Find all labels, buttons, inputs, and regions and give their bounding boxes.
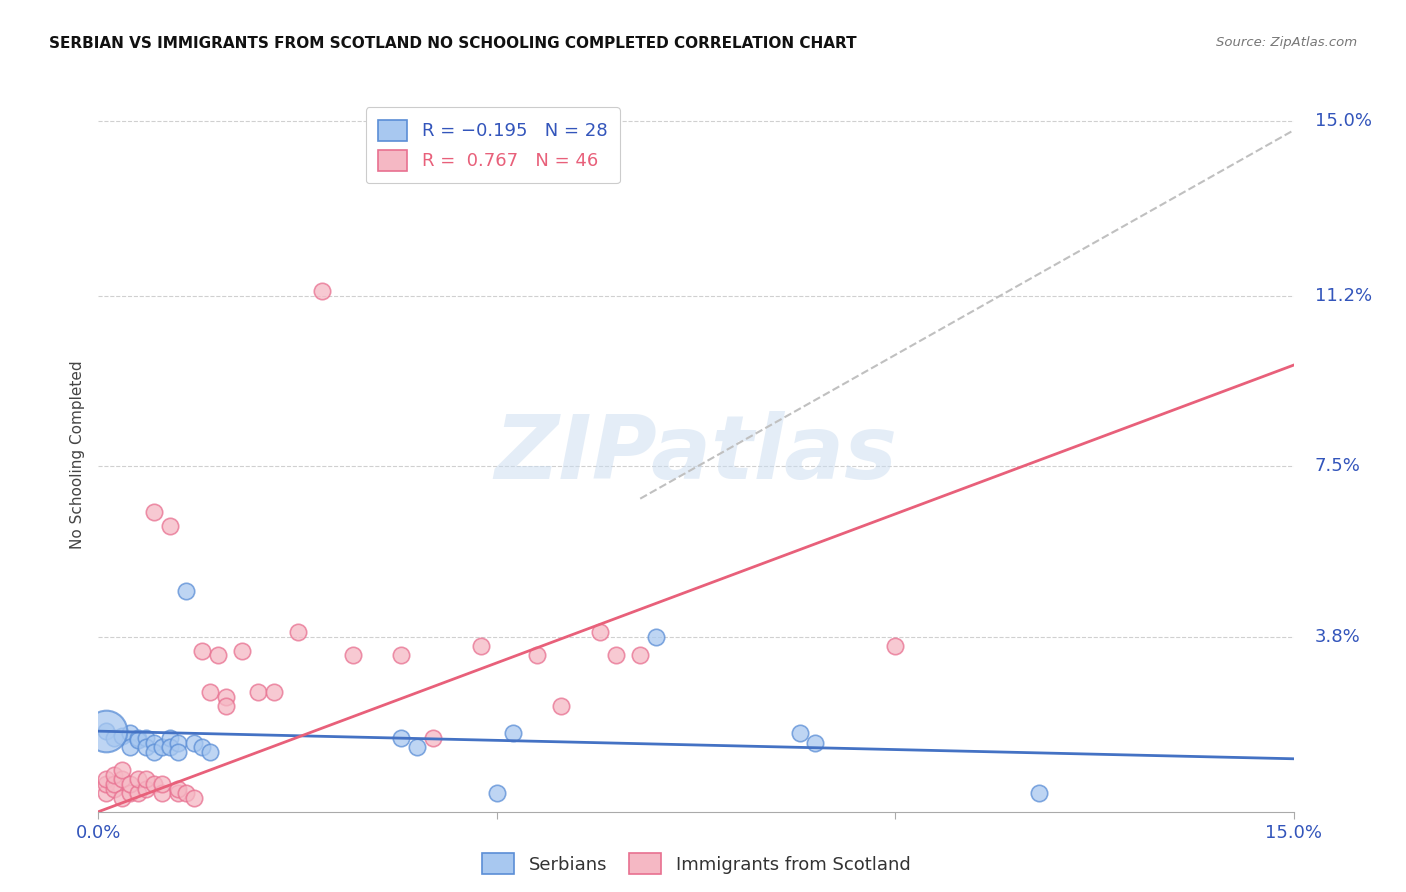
Point [111,764,134,778]
Point [287,625,309,640]
Point [167,736,190,750]
Text: 15.0%: 15.0% [1315,112,1372,130]
Point [150,786,173,800]
Point [485,786,508,800]
Text: Source: ZipAtlas.com: Source: ZipAtlas.com [1216,36,1357,49]
Point [191,740,214,755]
Point [159,740,181,755]
Point [215,698,238,713]
Point [167,786,190,800]
Point [191,643,214,657]
Legend: Serbians, Immigrants from Scotland: Serbians, Immigrants from Scotland [474,846,918,881]
Point [135,731,157,745]
Point [231,643,253,657]
Point [127,731,149,745]
Point [645,630,668,644]
Point [183,791,205,805]
Point [120,786,142,800]
Point [143,736,166,750]
Point [135,740,157,755]
Point [1028,786,1050,800]
Point [174,583,197,598]
Point [120,777,142,791]
Text: 11.2%: 11.2% [1315,287,1372,305]
Point [215,690,238,704]
Point [159,519,181,533]
Point [884,639,907,653]
Point [135,781,157,796]
Text: ZIPatlas: ZIPatlas [495,411,897,499]
Point [422,731,444,745]
Point [605,648,627,663]
Point [135,772,157,787]
Point [96,772,118,787]
Point [103,731,125,745]
Point [111,791,134,805]
Point [804,736,827,750]
Point [150,740,173,755]
Point [389,648,412,663]
Point [143,745,166,759]
Point [127,772,149,787]
Point [246,685,269,699]
Point [150,777,173,791]
Point [120,740,142,755]
Point [470,639,492,653]
Point [111,729,134,743]
Point [183,736,205,750]
Point [127,733,149,747]
Point [96,724,118,739]
Point [103,768,125,782]
Point [342,648,364,663]
Point [143,777,166,791]
Point [389,731,412,745]
Point [143,506,166,520]
Point [311,285,333,299]
Point [167,781,190,796]
Point [174,786,197,800]
Point [550,698,572,713]
Point [120,726,142,740]
Point [207,648,229,663]
Point [198,685,221,699]
Point [526,648,548,663]
Point [406,740,429,755]
Point [628,648,651,663]
Point [789,726,811,740]
Point [127,786,149,800]
Point [103,781,125,796]
Point [198,745,221,759]
Point [96,786,118,800]
Point [167,745,190,759]
Y-axis label: No Schooling Completed: No Schooling Completed [70,360,86,549]
Point [263,685,285,699]
Point [159,731,181,745]
Text: 7.5%: 7.5% [1315,458,1361,475]
Point [103,777,125,791]
Point [96,777,118,791]
Point [96,724,118,739]
Point [589,625,612,640]
Text: 3.8%: 3.8% [1315,628,1361,646]
Text: SERBIAN VS IMMIGRANTS FROM SCOTLAND NO SCHOOLING COMPLETED CORRELATION CHART: SERBIAN VS IMMIGRANTS FROM SCOTLAND NO S… [49,36,856,51]
Point [111,772,134,787]
Point [502,726,524,740]
